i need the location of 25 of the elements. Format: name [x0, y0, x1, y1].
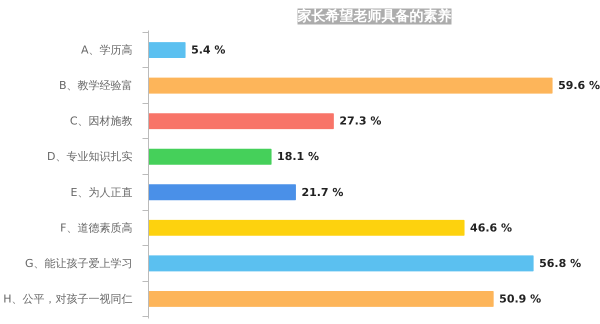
data-label: 27.3 %: [339, 114, 382, 128]
bar: [148, 42, 186, 58]
data-label: 46.6 %: [470, 221, 512, 234]
bar: [148, 113, 334, 130]
data-label: 50.9 %: [499, 292, 542, 306]
y-tick-label: B、教学经验富: [58, 79, 132, 92]
y-tick-label: E、为人正直: [70, 186, 133, 199]
bar: [148, 148, 272, 165]
y-tick-label: D、专业知识扎实: [47, 150, 133, 164]
data-label: 5.4 %: [191, 44, 226, 57]
y-tick-label: A、学历高: [80, 44, 133, 57]
bar: [148, 220, 465, 236]
y-tick-label: H、公平，对孩子一视同仁: [3, 292, 133, 306]
bar: [148, 78, 553, 94]
chart-title: 家长希望老师具备的素养: [296, 8, 452, 24]
data-label: 56.8 %: [539, 256, 582, 270]
data-label: 21.7 %: [301, 186, 344, 199]
y-tick-label: F、道德素质高: [60, 221, 132, 234]
bar: [148, 255, 534, 272]
data-label: 18.1 %: [277, 150, 320, 164]
data-label: 59.6 %: [558, 79, 600, 92]
y-tick-label: G、能让孩子爱上学习: [24, 256, 133, 270]
bar: [148, 290, 494, 307]
y-tick-label: C、因材施教: [70, 114, 133, 128]
bar: [148, 184, 296, 200]
